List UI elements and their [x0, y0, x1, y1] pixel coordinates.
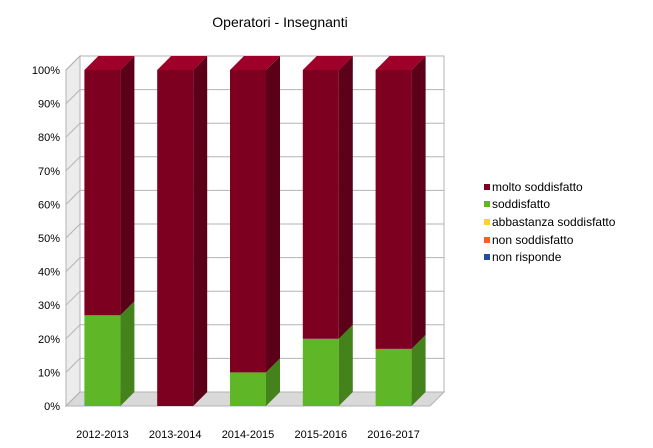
bar-front [84, 70, 121, 316]
legend-label: soddisfatto [492, 197, 551, 212]
legend-swatch [484, 254, 490, 261]
chart-bars [84, 56, 426, 406]
legend-swatch [484, 201, 490, 208]
chart-title: Operatori - Insegnanti [212, 14, 348, 30]
legend-item-molto-soddisfatto: molto soddisfatto [484, 178, 615, 196]
legend-item-non-risponde: non risponde [484, 248, 615, 266]
bar-segment [375, 334, 426, 406]
bar-front [302, 70, 339, 339]
bar-segment [84, 301, 135, 406]
bar-front [302, 338, 339, 406]
bar-segment [302, 56, 353, 339]
legend-swatch [484, 236, 490, 243]
x-axis: 2012-2013 2013-2014 2014-2015 2015-2016 2016… [76, 429, 420, 441]
y-tick-label: 10% [38, 367, 60, 379]
bar-segment [230, 358, 280, 406]
legend-swatch [484, 183, 490, 190]
y-tick-label: 40% [38, 267, 60, 279]
legend-label: non risponde [492, 250, 562, 265]
bar-segment [302, 324, 353, 406]
bar-side [120, 301, 135, 406]
legend-swatch [484, 218, 490, 225]
x-tick-label: 2013-2014 [149, 429, 202, 441]
bar-segment [84, 56, 135, 316]
x-tick-label: 2012-2013 [76, 429, 129, 441]
legend-label: molto soddisfatto [492, 179, 583, 194]
bar-front [84, 315, 121, 406]
bar-top [157, 56, 208, 70]
bar-front [157, 70, 194, 406]
bar-segment [375, 56, 426, 349]
y-tick-label: 100% [32, 65, 60, 77]
bar-segment [230, 56, 280, 373]
bar-front [375, 348, 412, 406]
x-tick-label: 2015-2016 [294, 429, 347, 441]
y-tick-label: 90% [38, 99, 60, 111]
bar-top [230, 56, 280, 70]
bar-front [375, 70, 412, 349]
bar-front [230, 70, 266, 373]
legend-item-abbastanza-soddisfatto: abbastanza soddisfatto [484, 213, 615, 231]
y-tick-label: 30% [38, 300, 60, 312]
bar-side [193, 56, 208, 406]
bar-side [411, 56, 426, 349]
bar-top [375, 56, 426, 70]
legend-label: abbastanza soddisfatto [492, 214, 616, 229]
y-tick-label: 80% [38, 132, 60, 144]
legend-item-soddisfatto: soddisfatto [484, 196, 615, 214]
legend-item-non-soddisfatto: non soddisfatto [484, 231, 615, 249]
bar-segment [157, 56, 208, 406]
bar-front [230, 372, 266, 406]
bar-top [302, 56, 353, 70]
chart-legend: molto soddisfatto soddisfatto abbastanza… [484, 178, 615, 266]
bar-side [266, 56, 280, 373]
bar-side [338, 324, 353, 406]
bar-top [84, 56, 135, 70]
x-tick-label: 2016-2017 [367, 429, 420, 441]
y-tick-label: 50% [38, 233, 60, 245]
x-tick-label: 2014-2015 [222, 429, 275, 441]
bar-side [411, 334, 426, 406]
bar-side [266, 358, 280, 406]
bar-side [120, 56, 135, 316]
legend-label: non soddisfatto [492, 232, 574, 247]
y-tick-label: 0% [44, 401, 60, 413]
y-tick-label: 70% [38, 166, 60, 178]
bar-side [338, 56, 353, 339]
y-tick-label: 60% [38, 199, 60, 211]
y-tick-label: 20% [38, 334, 60, 346]
y-axis: 0% 10% 20% 30% 40% 50% 60% 70% 80% 90% 100% [32, 65, 60, 413]
